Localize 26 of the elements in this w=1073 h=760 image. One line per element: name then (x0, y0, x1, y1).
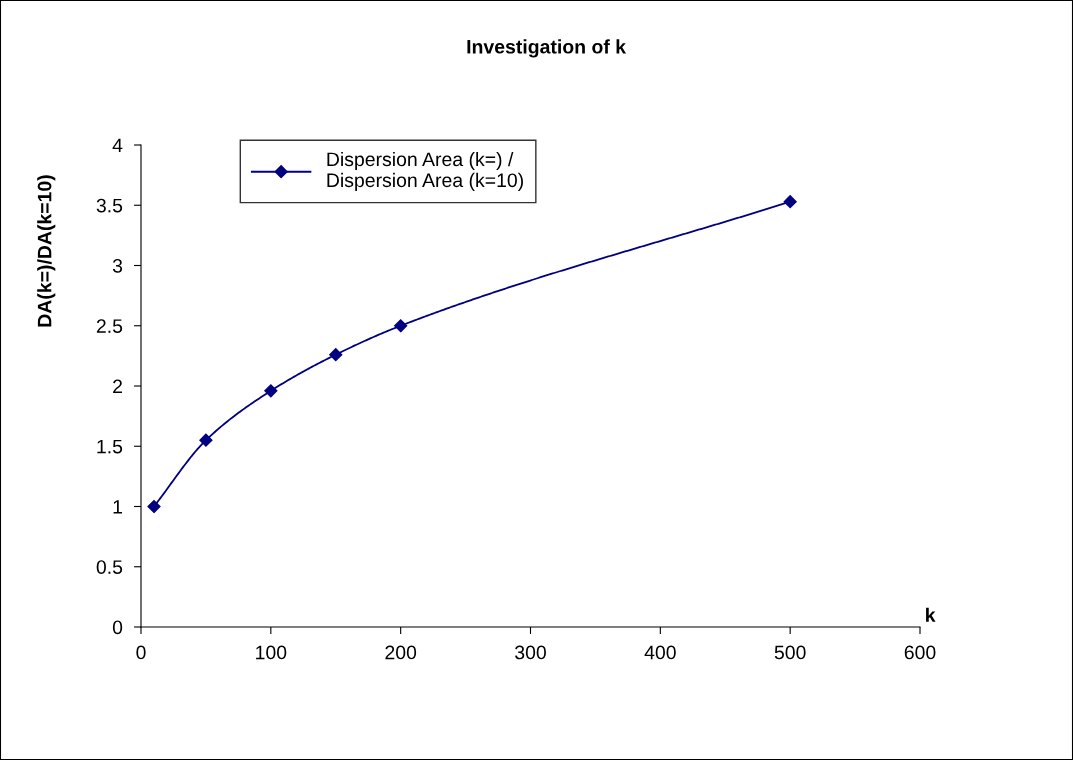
y-tick-label: 3 (112, 258, 123, 273)
y-tick-label: 0.5 (96, 560, 123, 574)
x-axis-title: k (926, 607, 936, 622)
x-tick-label: 0 (136, 645, 146, 660)
chart-title: Investigation of k (467, 39, 627, 58)
point (264, 384, 278, 398)
x-tick-label: 300 (515, 645, 546, 660)
point (783, 195, 797, 209)
x-tick-label: 200 (385, 645, 417, 660)
x-tick-label: 100 (256, 645, 287, 660)
y-tick-label: 2 (113, 379, 122, 394)
y-axis-title: DA(k=)/DA(k=10) (37, 175, 56, 327)
x-tick-label: 600 (904, 645, 936, 660)
point (199, 433, 213, 447)
y-tick-label: 2.5 (96, 319, 123, 333)
legend-label: Dispersion Area (k=) / Dispersion Area (k=10) (327, 151, 523, 191)
y-tick-label: 1.5 (97, 439, 123, 454)
x-tick-label: 500 (774, 645, 806, 660)
y-tick-label: 4 (112, 138, 123, 153)
y-tick-label: 3.5 (96, 198, 123, 213)
point (147, 499, 161, 514)
y-tick-label: 1 (113, 500, 122, 514)
x-tick-label: 400 (644, 645, 676, 660)
point (394, 319, 408, 333)
y-tick-label: 0 (112, 620, 123, 635)
point (329, 348, 343, 362)
